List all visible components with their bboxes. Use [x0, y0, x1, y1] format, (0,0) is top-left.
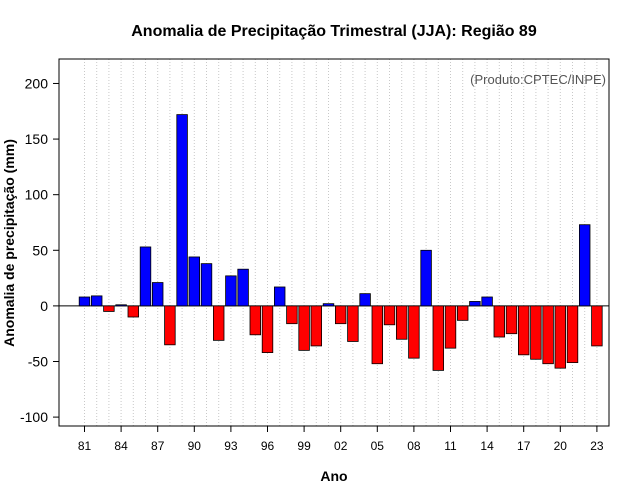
x-tick-label: 87 — [151, 439, 165, 453]
bar-2011 — [444, 305, 457, 349]
chart-title: Anomalia de Precipitação Trimestral (JJA… — [131, 23, 537, 40]
bar-2020 — [554, 305, 567, 369]
bar-1981 — [78, 296, 91, 307]
bar-2013 — [469, 301, 481, 307]
bar-1993 — [225, 275, 237, 307]
x-tick-label: 20 — [554, 439, 568, 453]
y-tick-label: 150 — [25, 131, 49, 147]
product-credit: (Produto:CPTEC/INPE) — [470, 72, 606, 87]
bar-1986 — [139, 246, 152, 307]
x-tick-label: 90 — [188, 439, 202, 453]
bar-2018 — [530, 305, 542, 360]
bar-2021 — [566, 305, 579, 364]
y-tick-label: -100 — [20, 409, 48, 425]
y-tick-label: 50 — [32, 242, 48, 258]
bar-2019 — [542, 305, 554, 365]
bar-2001 — [322, 303, 335, 307]
bar-1997 — [273, 286, 286, 307]
x-axis-label: Ano — [320, 468, 347, 484]
bar-2003 — [347, 305, 359, 342]
x-tick-label: 96 — [261, 439, 275, 453]
bar-1989 — [176, 114, 188, 307]
x-axis: 81 84 87 90 93 96 99 02 05 08 11 14 17 20 23 — [78, 426, 604, 453]
bar-1998 — [286, 305, 298, 325]
bar-2009 — [420, 249, 432, 307]
bar-1995 — [249, 305, 262, 336]
bar-1984 — [115, 304, 127, 307]
bar-2007 — [395, 305, 408, 340]
x-tick-label: 99 — [297, 439, 311, 453]
bar-2008 — [408, 305, 420, 359]
bar-2010 — [432, 305, 445, 371]
bar-1985 — [127, 305, 140, 318]
bar-1994 — [237, 268, 249, 307]
bar-2005 — [371, 305, 384, 365]
x-tick-label: 17 — [517, 439, 531, 453]
x-tick-label: 23 — [590, 439, 604, 453]
bar-1982 — [91, 295, 103, 307]
plot-frame — [58, 58, 610, 427]
bar-1996 — [261, 305, 274, 353]
y-tick-label: 200 — [25, 75, 49, 91]
bar-1983 — [103, 305, 115, 312]
bars — [78, 114, 603, 371]
bar-1992 — [212, 305, 225, 341]
bar-1999 — [298, 305, 310, 351]
x-tick-label: 84 — [114, 439, 128, 453]
bar-1990 — [188, 256, 201, 307]
y-tick-label: 100 — [25, 187, 49, 203]
y-axis: -100 -50 0 50 100 150 200 — [20, 75, 59, 425]
x-tick-label: 93 — [224, 439, 238, 453]
x-tick-label: 08 — [407, 439, 421, 453]
x-tick-label: 05 — [371, 439, 385, 453]
bar-2014 — [481, 296, 493, 307]
bar-2002 — [334, 305, 347, 325]
bar-2017 — [518, 305, 530, 356]
bar-2016 — [505, 305, 518, 335]
bar-2006 — [383, 305, 396, 326]
bar-1987 — [151, 282, 164, 307]
y-tick-label: -50 — [28, 353, 48, 369]
x-tick-label: 14 — [480, 439, 494, 453]
bar-2022 — [579, 224, 591, 307]
y-tick-label: 0 — [40, 298, 48, 314]
x-tick-label: 81 — [78, 439, 92, 453]
y-axis-label: Anomalia de precipitação (mm) — [1, 139, 17, 347]
bar-2004 — [359, 293, 371, 307]
bar-2000 — [310, 305, 323, 347]
bar-2012 — [456, 305, 469, 321]
grid-lines — [84, 59, 598, 426]
bar-2015 — [493, 305, 506, 338]
bar-1988 — [164, 305, 176, 346]
x-tick-label: 11 — [444, 439, 457, 453]
bar-2023 — [591, 305, 603, 347]
x-tick-label: 02 — [334, 439, 348, 453]
bar-1991 — [200, 263, 213, 307]
